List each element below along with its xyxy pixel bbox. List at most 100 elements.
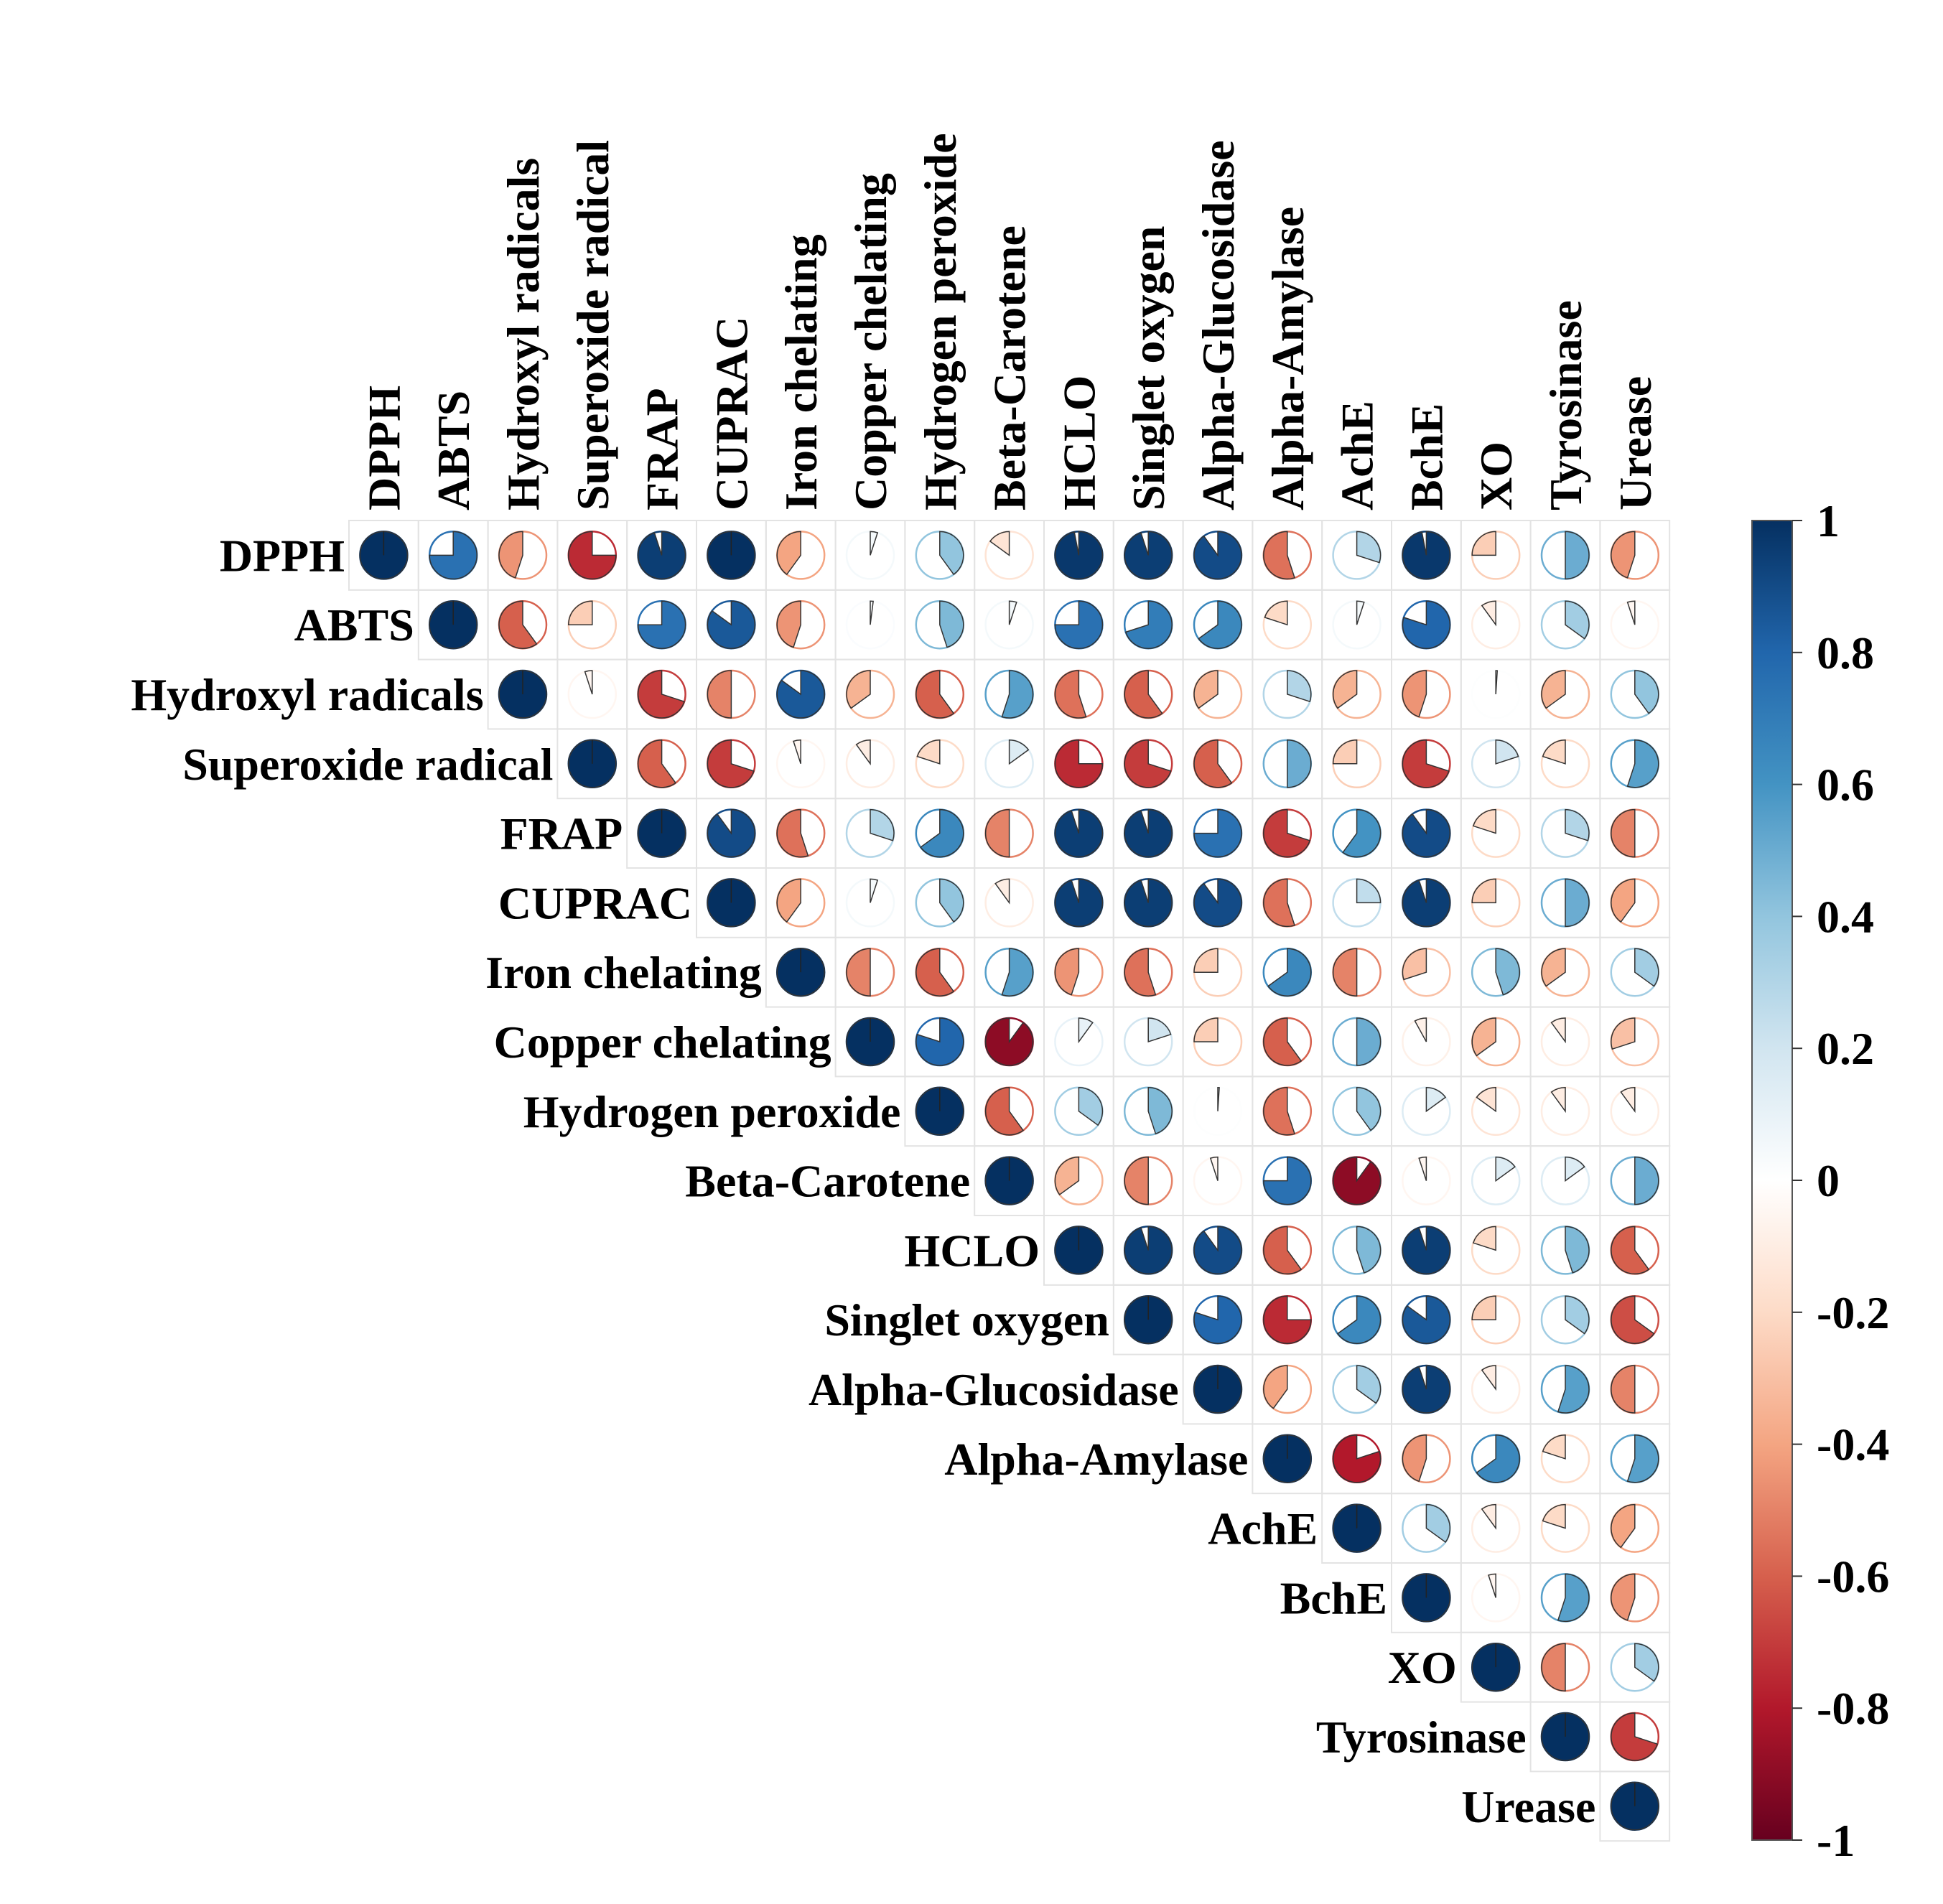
pie-superoxide-radical-ache <box>1332 739 1381 789</box>
pie-frap-xo <box>1471 808 1521 858</box>
pie-wedge <box>1541 1643 1566 1691</box>
pie-wedge <box>1356 600 1365 625</box>
pie-singlet-oxygen-urease <box>1610 1294 1660 1345</box>
pie-wedge <box>1541 670 1566 709</box>
pie-wedge <box>707 670 732 719</box>
column-labels: DPPH ABTS Hydroxyl radicals Superoxide radi… <box>358 133 1660 510</box>
row-label-xo: XO <box>1388 1642 1457 1693</box>
pie-wedge <box>1287 739 1312 788</box>
colorbar-tick-label: -0.4 <box>1817 1419 1889 1470</box>
pie-wedge <box>1332 739 1358 765</box>
colorbar-tick-label: 0.6 <box>1817 760 1874 811</box>
pie-hydroxyl-radicals-alpha-amylase <box>1262 669 1313 719</box>
row-labels: DPPH ABTS Hydroxyl radicals Superoxide radi… <box>131 530 1595 1831</box>
pie-wedge <box>1198 600 1242 649</box>
pie-tyrosinase-urease <box>1610 1712 1660 1762</box>
pie-hydroxyl-radicals-cuprac <box>707 669 756 719</box>
pie-frap-ache <box>1332 808 1381 858</box>
pie-wedge <box>1078 1087 1104 1126</box>
pie-wedge <box>1124 1226 1173 1275</box>
pie-wedge <box>1193 808 1242 858</box>
pie-bche-tyrosinase <box>1540 1573 1590 1623</box>
colorbar-tick-label: 0.2 <box>1817 1023 1874 1074</box>
pie-wedge <box>1557 1573 1590 1623</box>
pie-abts-iron-chelating <box>775 599 826 650</box>
pie-frap-beta-carotene <box>984 808 1034 858</box>
pie-wedge <box>1476 1434 1520 1483</box>
pie-frap-tyrosinase <box>1540 808 1590 858</box>
pie-wedge <box>1263 1156 1312 1205</box>
pie-beta-carotene-singlet-oxygen <box>1123 1156 1173 1205</box>
pie-hydroxyl-radicals-superoxide-radical <box>567 669 618 719</box>
col-label-hclo: HCLO <box>1053 375 1104 510</box>
pie-wedge <box>1402 878 1451 928</box>
col-label-superoxide-radical: Superoxide radical <box>567 140 618 510</box>
pie-superoxide-radical-alpha-glucosidase <box>1193 739 1243 789</box>
pie-abts-tyrosinase <box>1540 599 1590 650</box>
pie-wedge <box>1263 808 1311 858</box>
pie-alpha-glucosidase-alpha-glucosidase <box>1193 1364 1243 1414</box>
pie-cuprac-alpha-glucosidase <box>1193 878 1243 928</box>
pie-hydroxyl-radicals-hclo <box>1054 669 1104 719</box>
pie-alpha-glucosidase-xo <box>1471 1364 1521 1414</box>
pie-wedge <box>1147 1087 1173 1135</box>
pie-superoxide-radical-xo <box>1471 739 1521 789</box>
pie-wedge <box>846 948 871 997</box>
pie-wedge <box>1336 1295 1381 1344</box>
pie-wedge <box>1356 1087 1381 1131</box>
pie-copper-chelating-beta-carotene <box>984 1017 1034 1067</box>
pie-cuprac-iron-chelating <box>775 878 826 928</box>
row-label-singlet-oxygen: Singlet oxygen <box>824 1294 1109 1345</box>
pie-wedge <box>870 808 895 841</box>
pie-wedge <box>870 531 879 556</box>
pie-dpph-hclo <box>1054 531 1104 580</box>
col-label-dpph: DPPH <box>358 386 409 510</box>
pie-abts-beta-carotene <box>984 599 1034 650</box>
pie-wedge <box>1634 948 1659 987</box>
pie-wedge <box>1054 600 1104 649</box>
pie-wedge <box>637 739 677 788</box>
pie-iron-chelating-tyrosinase <box>1540 947 1590 997</box>
pie-superoxide-radical-frap <box>637 739 686 789</box>
pie-ache-xo <box>1471 1503 1521 1553</box>
pie-iron-chelating-hydrogen-peroxide <box>915 947 965 997</box>
col-label-abts: ABTS <box>428 391 479 510</box>
colorbar-tick-label: -1 <box>1817 1815 1855 1866</box>
pie-iron-chelating-urease <box>1610 947 1660 997</box>
pie-dpph-urease <box>1610 531 1660 580</box>
pie-wedge <box>637 600 686 649</box>
pie-cuprac-hclo <box>1054 878 1104 928</box>
pie-cuprac-xo <box>1471 878 1521 928</box>
pie-dpph-alpha-amylase <box>1262 531 1313 580</box>
pie-hydroxyl-radicals-ache <box>1332 669 1381 719</box>
pie-wedge <box>776 808 809 858</box>
pie-cuprac-urease <box>1610 878 1660 928</box>
row-label-ache: AchE <box>1208 1503 1318 1554</box>
pie-dpph-bche <box>1402 531 1451 580</box>
pie-wedge <box>1495 739 1519 765</box>
pie-wedge <box>498 531 523 579</box>
pie-wedge <box>1193 670 1219 709</box>
pie-copper-chelating-ache <box>1332 1017 1381 1067</box>
pie-abts-cuprac <box>707 599 756 650</box>
pie-iron-chelating-ache <box>1332 947 1381 997</box>
pie-frap-frap <box>637 808 686 858</box>
pie-copper-chelating-hydrogen-peroxide <box>915 1017 965 1067</box>
pie-wedge <box>1611 1712 1659 1761</box>
pie-beta-carotene-ache <box>1332 1156 1381 1205</box>
pie-wedge <box>1054 739 1104 788</box>
pie-hclo-urease <box>1610 1226 1660 1275</box>
pie-dpph-alpha-glucosidase <box>1193 531 1243 580</box>
pie-frap-copper-chelating <box>845 808 895 858</box>
pie-superoxide-radical-alpha-amylase <box>1262 739 1313 789</box>
pie-wedge <box>1264 600 1288 626</box>
pie-copper-chelating-bche <box>1402 1017 1451 1067</box>
pie-alpha-glucosidase-urease <box>1610 1364 1660 1414</box>
pie-wedge <box>1402 948 1427 981</box>
pie-singlet-oxygen-alpha-amylase <box>1262 1294 1313 1345</box>
pie-iron-chelating-hclo <box>1054 947 1104 997</box>
pie-singlet-oxygen-bche <box>1402 1294 1451 1345</box>
pie-wedge <box>776 600 801 648</box>
pie-wedge <box>498 600 538 649</box>
pie-wedge <box>1495 670 1499 695</box>
